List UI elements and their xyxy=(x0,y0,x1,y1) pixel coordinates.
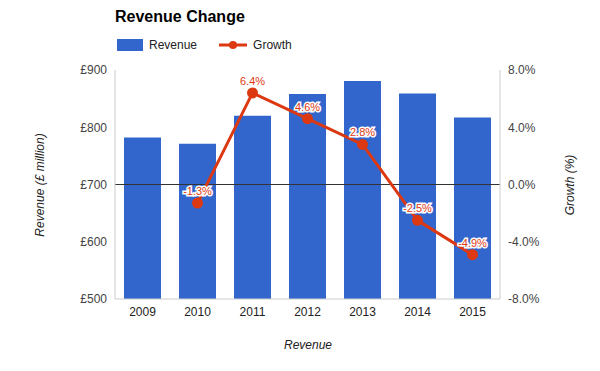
svg-text:-4.9%: -4.9% xyxy=(458,237,487,249)
svg-text:2011: 2011 xyxy=(240,305,266,319)
html-text:Revenue Change: Revenue Change xyxy=(115,8,245,25)
svg-text:4.6%: 4.6% xyxy=(295,101,320,113)
svg-text:2015: 2015 xyxy=(459,305,486,319)
svg-text:-8.0%: -8.0% xyxy=(508,292,540,306)
svg-text:2014: 2014 xyxy=(404,305,431,319)
svg-text:2009: 2009 xyxy=(129,305,156,319)
svg-text:6.4%: 6.4% xyxy=(240,75,265,87)
html-text:Revenue: Revenue xyxy=(149,38,197,52)
html-text:Revenue (£ million): Revenue (£ million) xyxy=(33,133,47,237)
html-text:Revenue: Revenue xyxy=(284,338,332,352)
svg-text:£800: £800 xyxy=(80,121,107,135)
svg-text:-2.5%: -2.5% xyxy=(403,202,432,214)
svg-text:4.0%: 4.0% xyxy=(508,121,536,135)
svg-text:2010: 2010 xyxy=(184,305,211,319)
svg-text:2.8%: 2.8% xyxy=(350,126,375,138)
svg-text:£500: £500 xyxy=(80,292,107,306)
svg-text:8.0%: 8.0% xyxy=(508,63,536,77)
html-text:Growth (%): Growth (%) xyxy=(563,154,577,216)
svg-text:2013: 2013 xyxy=(349,305,376,319)
svg-text:£900: £900 xyxy=(80,63,107,77)
html-text:Growth: Growth xyxy=(253,38,292,52)
svg-text:0.0%: 0.0% xyxy=(508,178,536,192)
svg-text:£700: £700 xyxy=(80,178,107,192)
svg-text:£600: £600 xyxy=(80,235,107,249)
svg-text:-1.3%: -1.3% xyxy=(183,185,212,197)
svg-text:-4.0%: -4.0% xyxy=(508,235,540,249)
svg-text:2012: 2012 xyxy=(294,305,321,319)
